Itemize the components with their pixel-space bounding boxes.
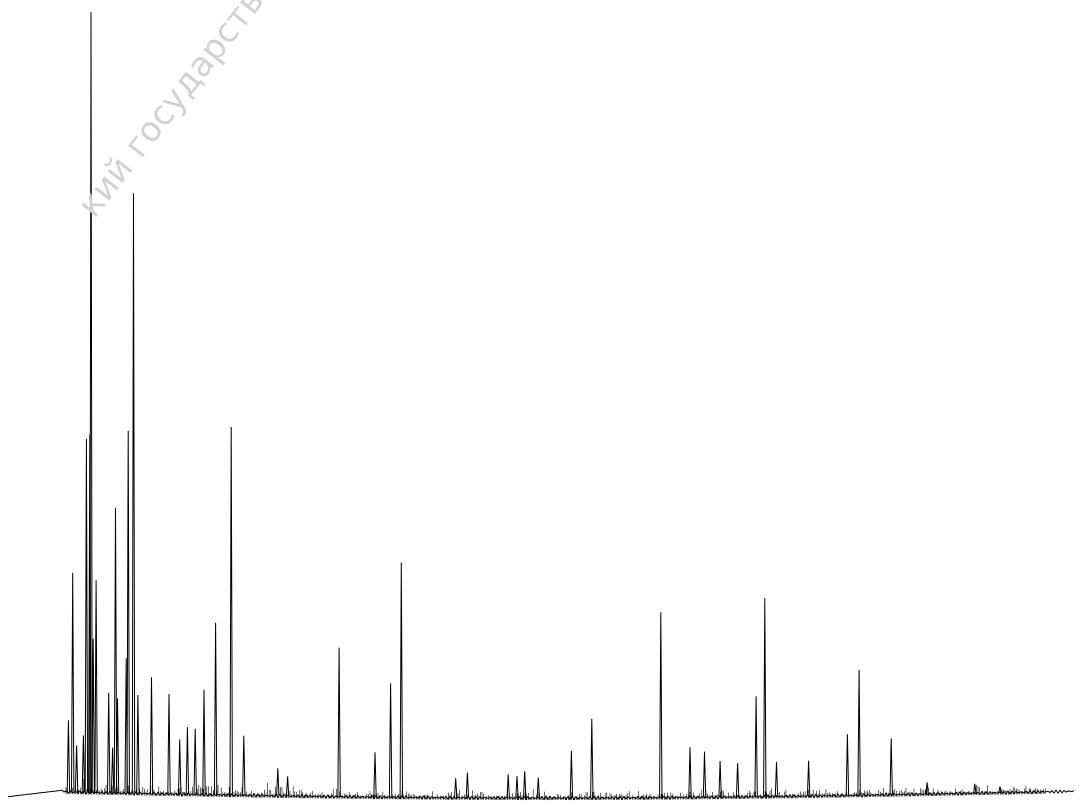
peak-32 [454,778,458,798]
peak-12 [115,698,120,794]
peak-33 [465,772,470,798]
peak-50 [857,669,861,796]
peak-2 [74,745,79,793]
peak-45 [754,696,758,797]
peak-36 [523,771,527,799]
peak-20 [185,727,190,795]
peak-17 [149,677,154,794]
peak-10 [110,747,115,793]
peak-4 [84,438,89,793]
peak-14 [126,430,130,794]
peak-9 [107,692,111,793]
peak-35 [515,775,519,799]
peak-49 [845,734,850,796]
peak-21 [193,728,197,795]
peak-7 [91,638,95,793]
peak-25 [242,735,246,796]
peak-22 [202,689,206,795]
peak-8 [94,580,98,793]
peak-38 [569,750,574,799]
peak-46 [763,598,767,797]
peak-19 [178,739,182,795]
peak-52 [925,782,929,795]
peak-3 [81,735,86,793]
peak-53 [973,783,977,794]
peak-54 [998,786,1002,793]
peak-group [66,11,1002,799]
peak-51 [889,738,893,795]
baseline-noise [65,778,1046,800]
peak-48 [806,760,811,797]
peak-1 [71,572,75,793]
peak-47 [774,761,779,797]
peak-6 [89,11,93,793]
peak-27 [285,776,290,797]
peak-40 [659,612,663,798]
peak-18 [167,693,171,795]
peak-5 [88,434,92,793]
peak-37 [536,777,540,799]
peak-31 [399,562,403,798]
peak-0 [66,720,71,793]
peak-42 [702,751,707,798]
peak-15 [131,193,136,794]
peak-39 [590,718,594,798]
peak-24 [229,426,233,796]
baseline-trace [7,789,1075,801]
peak-34 [506,774,510,798]
peak-23 [213,622,218,795]
peak-16 [136,694,140,794]
peak-44 [735,763,740,797]
peak-29 [373,752,377,798]
peak-43 [718,760,722,798]
peak-28 [337,647,341,797]
peak-41 [688,747,692,798]
peak-11 [113,507,118,794]
peak-26 [276,768,280,796]
peak-30 [388,683,393,798]
noise-spikes [65,778,1046,800]
